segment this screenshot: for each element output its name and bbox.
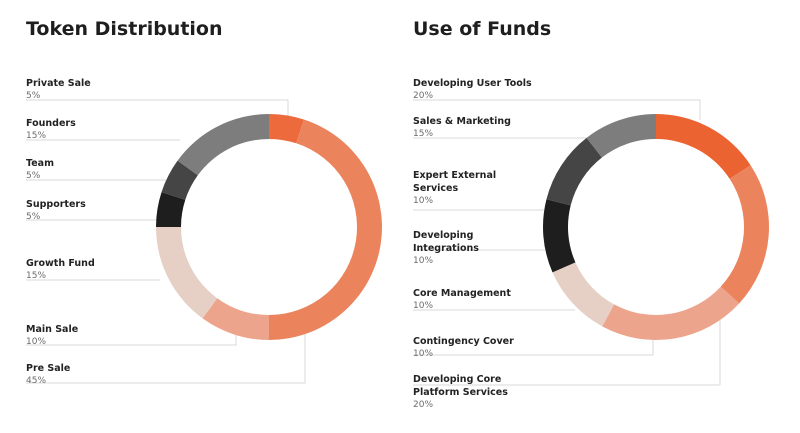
chart-title: Token Distribution bbox=[26, 18, 223, 40]
legend-label: Developing Integrations bbox=[413, 230, 479, 254]
token-distribution-panel: Token Distribution Private Sale 5% Found… bbox=[0, 0, 390, 433]
legend-label: Sales & Marketing bbox=[413, 116, 511, 127]
slice-team bbox=[161, 160, 198, 200]
slice-developing-core-platform-services bbox=[602, 286, 740, 340]
legend-label: Growth Fund bbox=[26, 258, 95, 269]
slice-developing-integrations bbox=[546, 137, 602, 206]
token-distribution-donut bbox=[26, 99, 383, 384]
legend-item-main-sale: Main Sale 10% bbox=[26, 323, 136, 349]
legend-item-growth-fund: Growth Fund 15% bbox=[26, 257, 136, 283]
legend-item-developing-core-platform-services: Developing Core Platform Services 20% bbox=[413, 373, 523, 412]
use-of-funds-donut bbox=[413, 99, 769, 386]
legend-item-team: Team 5% bbox=[26, 157, 136, 183]
legend-label: Founders bbox=[26, 118, 76, 129]
legend-percent: 20% bbox=[413, 91, 434, 101]
legend-label: Main Sale bbox=[26, 324, 79, 335]
leader-line bbox=[413, 99, 701, 120]
legend-percent: 10% bbox=[413, 301, 434, 311]
slice-private-sale bbox=[269, 114, 304, 144]
slice-growth-fund bbox=[156, 227, 218, 319]
leader-line bbox=[26, 335, 237, 346]
legend-item-founders: Founders 15% bbox=[26, 117, 136, 143]
leader-line bbox=[26, 330, 306, 384]
legend-percent: 15% bbox=[26, 271, 47, 281]
legend-item-private-sale: Private Sale 5% bbox=[26, 77, 136, 103]
legend-label: Core Management bbox=[413, 288, 511, 299]
legend-label: Expert External Services bbox=[413, 170, 497, 194]
legend-percent: 15% bbox=[413, 129, 434, 139]
legend-item-core-management: Core Management 10% bbox=[413, 287, 533, 313]
legend-item-contingency-cover: Contingency Cover 10% bbox=[413, 335, 533, 361]
leader-line bbox=[26, 99, 289, 118]
slice-expert-external-services bbox=[586, 114, 656, 158]
legend-label: Supporters bbox=[26, 199, 86, 210]
legend-percent: 10% bbox=[26, 337, 47, 347]
slice-pre-sale bbox=[269, 119, 383, 341]
slice-developing-user-tools bbox=[720, 165, 769, 304]
legend-percent: 45% bbox=[26, 376, 47, 386]
legend-label: Team bbox=[26, 158, 54, 169]
legend-percent: 10% bbox=[413, 196, 434, 206]
legend-item-developing-user-tools: Developing User Tools 20% bbox=[413, 77, 533, 103]
legend-label: Contingency Cover bbox=[413, 336, 514, 347]
legend-item-pre-sale: Pre Sale 45% bbox=[26, 362, 136, 388]
leader-line bbox=[413, 335, 654, 356]
legend-percent: 10% bbox=[413, 256, 434, 266]
legend-percent: 15% bbox=[26, 131, 47, 141]
use-of-funds-panel: Use of Funds Developing User Tools 20% S… bbox=[400, 0, 790, 433]
legend-item-sales-marketing: Sales & Marketing 15% bbox=[413, 115, 533, 141]
legend-item-supporters: Supporters 5% bbox=[26, 198, 136, 224]
legend-item-developing-integrations: Developing Integrations 10% bbox=[413, 229, 503, 268]
slice-sales-and-marketing bbox=[656, 114, 751, 179]
slice-core-management bbox=[543, 199, 576, 273]
slice-contingency-cover bbox=[552, 262, 615, 327]
slice-founders bbox=[177, 114, 269, 176]
legend-percent: 5% bbox=[26, 91, 41, 101]
legend-label: Developing Core Platform Services bbox=[413, 374, 508, 398]
legend-percent: 10% bbox=[413, 349, 434, 359]
slice-main-sale bbox=[202, 298, 269, 340]
legend-label: Private Sale bbox=[26, 78, 91, 89]
legend-item-expert-external-services: Expert External Services 10% bbox=[413, 169, 513, 208]
legend-label: Developing User Tools bbox=[413, 78, 532, 89]
slice-supporters bbox=[156, 192, 186, 227]
chart-title: Use of Funds bbox=[413, 18, 552, 40]
leader-line bbox=[413, 320, 721, 386]
legend-percent: 20% bbox=[413, 400, 434, 410]
legend-percent: 5% bbox=[26, 171, 41, 181]
legend-percent: 5% bbox=[26, 212, 41, 222]
legend-label: Pre Sale bbox=[26, 363, 71, 374]
